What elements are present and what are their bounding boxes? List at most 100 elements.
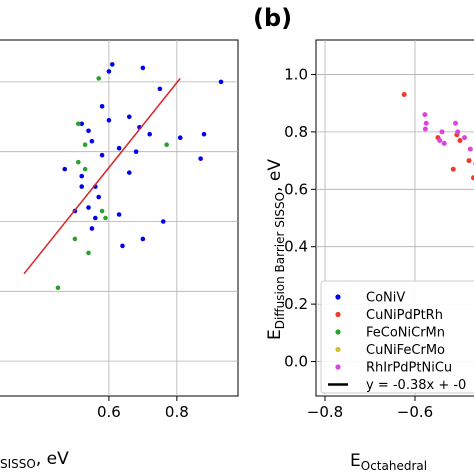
panel-b-data-point [423,120,429,126]
panel-b-x-axis-label-main: E [350,451,361,471]
panel-a-data-point [76,159,81,165]
panel-a-data-point [116,145,122,151]
legend-marker [335,346,341,353]
panel-a-x-axis-label-subscript: SISSO [0,457,36,471]
panel-a-fit-line [23,77,181,275]
panel-b-chart: (b) −0.8 −0.60.00.20.40.60.81.0 EDiffusio… [253,4,474,473]
legend-label: CuNiPdPtRh [366,308,443,323]
panel-b-x-tick-label: −0.6 [397,403,433,421]
panel-a-data-point [120,243,125,249]
panel-a-data-point [157,86,163,92]
panel-a-data-point [89,226,95,231]
panel-b-data-point [462,135,467,141]
panel-b-data-point [455,129,461,135]
panel-a-data-point [126,170,132,175]
panel-a-data-point [116,212,122,217]
panel-b-data-point [439,129,445,135]
panel-a-data-point [96,194,102,200]
panel-a-x-tick-label: 0.6 [97,403,121,421]
panel-b-data-point [401,92,407,98]
panel-a-data-point [198,156,203,161]
panel-a-data-point [110,62,115,67]
panel-b-data-point [422,112,428,118]
panel-b-data-point [441,140,447,146]
panel-a-data-point [140,65,146,71]
panel-a-data-point [164,142,169,148]
panel-b-legend: CoNiV CuNiPdPtRh FeCoNiCrMn CuNiFeCrMo RhIrP… [320,280,474,394]
panel-b-x-axis-label-subscript: Octahedral [361,459,427,473]
panel-b-data-point [422,126,428,132]
panel-a-x-axis-label-unit: , eV [36,449,69,469]
panel-a-data-point [93,215,98,221]
panel-a-data-point [76,121,81,127]
panel-b-x-axis-label: EOctahedral [350,451,427,473]
panel-a-data-point [177,135,183,141]
panel-b-plot-area [315,39,474,397]
legend-label: y = -0.38x + -0 [366,378,466,393]
panel-a-data-point [79,121,85,127]
panel-a-data-point [133,149,139,154]
panel-a-data-point [86,250,91,256]
legend-marker [335,329,341,335]
panel-b-label: (b) [253,4,292,32]
panel-a-data-point [79,184,85,189]
legend-label: FeCoNiCrMn [366,326,445,341]
panel-b-data-point [437,137,443,143]
panel-a-chart: 0.6 0.8 SISSO, eV [0,39,239,471]
panel-a-x-axis-label: SISSO, eV [0,449,69,471]
panel-b-y-tick-label: 1.0 [284,65,308,83]
panel-b-y-tick-label: 0.4 [284,238,308,256]
panel-b-data-point [457,137,463,143]
panel-b-data-point [466,158,472,164]
panel-a-data-point [218,79,224,85]
panel-a-data-point [103,215,108,221]
panel-a-data-point [86,205,91,210]
legend-label: CoNiV [366,291,405,306]
panel-b-data-point [471,175,474,181]
panel-b-y-axis-label-unit: , eV [265,159,285,192]
panel-a-data-point [160,219,166,224]
panel-a-data-point [99,152,105,158]
legend-marker [335,311,341,318]
legend-box [320,280,474,394]
panel-a-data-point [62,166,68,172]
panel-a-data-point [147,131,152,137]
panel-b-y-axis-label: EDiffusion Barrier SISSO, eV [265,159,287,340]
panel-a-data-point [106,69,112,74]
panel-a-data-point [89,138,95,144]
legend-label: CuNiFeCrMo [366,343,445,358]
panel-a-data-point [140,236,146,242]
panel-b-y-axis-label-main: E [265,329,285,340]
panel-b-data-point [453,120,458,126]
panel-a-x-tick-label: 0.8 [165,403,189,421]
panel-a-data-point [82,142,88,148]
legend-label: RhIrPdPtNiCu [366,361,452,376]
panel-b-y-tick-label: 0.8 [284,123,308,141]
panel-b-points [401,92,474,181]
panel-a-data-point [99,208,105,214]
panel-b-y-tick-label: 0.2 [284,295,308,313]
panel-a-data-point [79,173,85,179]
panel-a-data-point [126,114,132,120]
panel-a-data-point [86,128,91,134]
panel-a-data-point [82,166,88,172]
panel-b-y-tick-label: 0.6 [284,180,308,198]
panel-b-data-point [467,146,473,152]
panel-b-data-point [450,166,456,172]
panel-a-points [55,62,224,291]
panel-b-y-axis-label-subscript: Diffusion Barrier SISSO [273,192,287,329]
panel-a-grid [0,40,238,396]
panel-a-data-point [55,285,61,291]
panel-a-data-point [72,236,78,242]
panel-b-ticks: −0.8 −0.6 0.0 0.2 0.4 0.6 0.8 1.0 [284,65,433,421]
panel-a-ticks: 0.6 0.8 [97,396,189,421]
panel-a-data-point [99,104,105,109]
legend-marker [335,294,341,300]
panel-b-x-tick-label: −0.8 [307,403,343,421]
panel-b-y-tick-label: 0.0 [284,353,308,371]
legend-marker [335,364,341,370]
panel-a-data-point [96,76,102,81]
panel-a-data-point [106,117,112,123]
panel-a-plot-area [0,39,239,397]
